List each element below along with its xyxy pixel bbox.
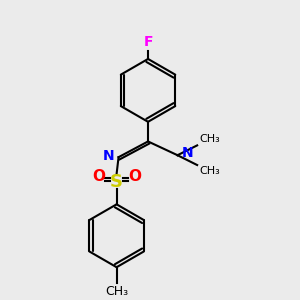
Text: S: S — [110, 173, 123, 191]
Text: F: F — [143, 35, 153, 49]
Text: CH₃: CH₃ — [199, 166, 220, 176]
Text: CH₃: CH₃ — [199, 134, 220, 144]
Text: O: O — [92, 169, 105, 184]
Text: N: N — [103, 149, 115, 163]
Text: O: O — [128, 169, 141, 184]
Text: N: N — [182, 146, 193, 160]
Text: CH₃: CH₃ — [105, 285, 128, 298]
